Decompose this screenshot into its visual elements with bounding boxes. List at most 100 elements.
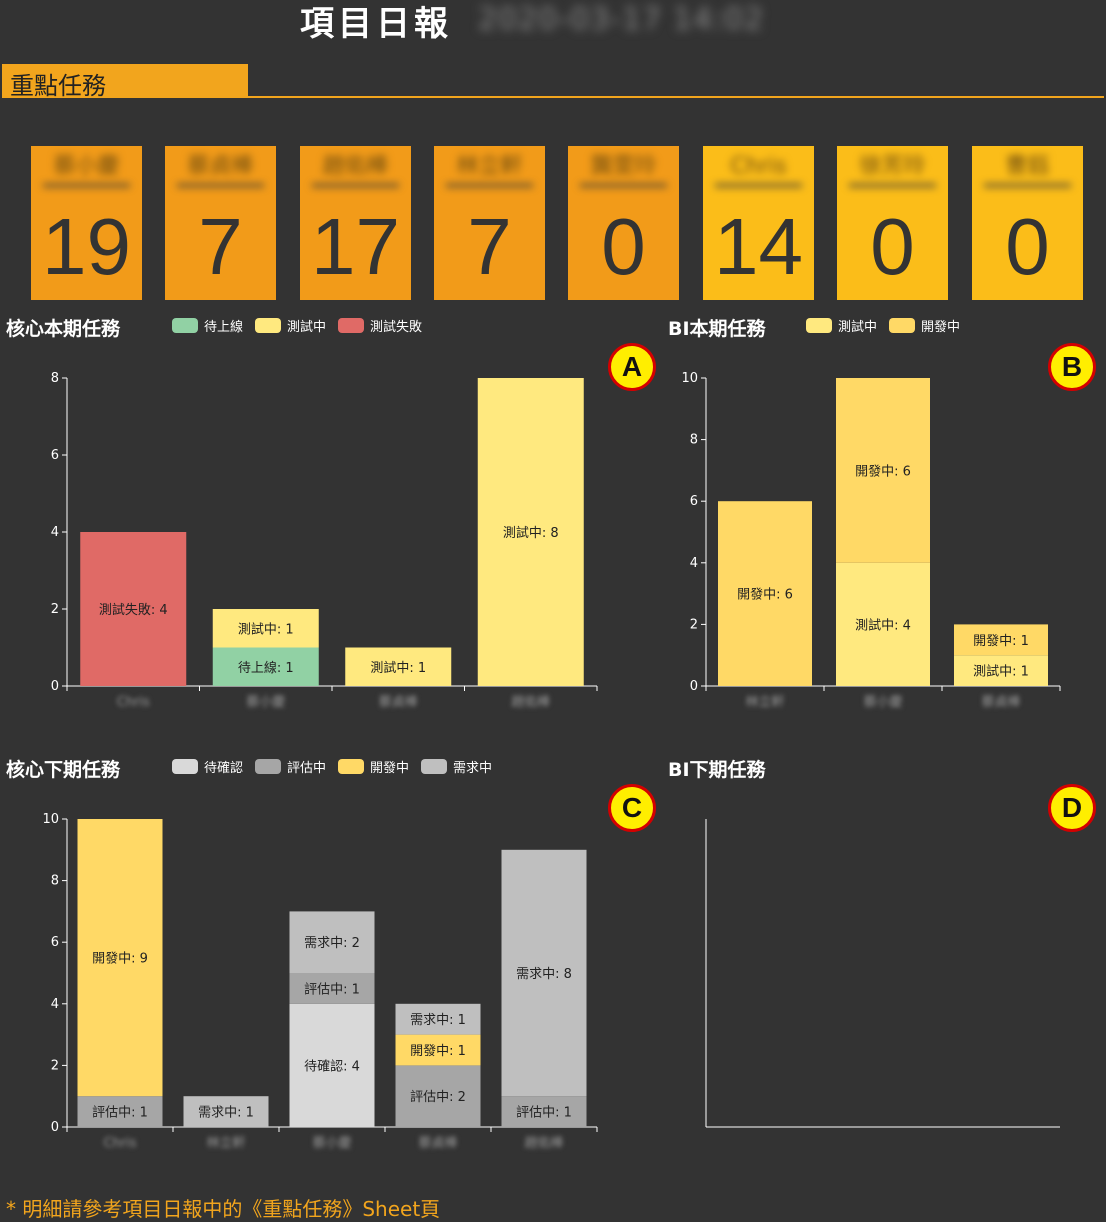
legend-item[interactable]: 需求中 [421, 757, 492, 776]
legend-swatch [255, 759, 282, 774]
data-label: 需求中: 8 [516, 967, 572, 982]
legend-swatch [338, 318, 365, 333]
x-category-label: Chris [117, 695, 150, 710]
badge-c: C [608, 784, 656, 832]
legend-label: 需求中 [453, 761, 493, 776]
y-tick-label: 8 [690, 433, 698, 448]
card-name: 趙佑棒 [312, 150, 399, 187]
summary-card: 林立軒 7 [434, 146, 545, 300]
x-category-label: Chris [103, 1136, 136, 1151]
legend-item[interactable]: 測試中 [255, 316, 326, 335]
y-tick-label: 2 [51, 602, 59, 617]
bar-segment [77, 1096, 163, 1127]
card-count: 7 [198, 202, 243, 291]
bar-segment [289, 973, 375, 1004]
data-label: 測試失敗: 4 [99, 602, 168, 618]
y-tick-label: 4 [51, 525, 59, 540]
card-name: 龔雯玲 [580, 150, 667, 187]
legend-swatch [255, 318, 282, 333]
bar-segment [395, 1003, 481, 1035]
legend-swatch [172, 759, 198, 774]
data-label: 測試中: 1 [370, 660, 426, 676]
card-name: Chris [715, 150, 802, 187]
x-category-label: 林立軒 [745, 695, 784, 710]
card-count: 14 [714, 202, 803, 291]
y-tick-label: 6 [51, 935, 59, 950]
bar-segment [77, 819, 163, 1097]
data-label: 測試中: 1 [973, 664, 1029, 680]
bar-segment [80, 532, 187, 686]
y-tick-label: 0 [51, 679, 59, 694]
legend-item[interactable]: 評估中 [255, 757, 326, 776]
summary-card: 曹鈺 0 [972, 146, 1083, 300]
badge-b: B [1048, 343, 1096, 391]
summary-card: Chris 14 [703, 146, 814, 300]
y-tick-label: 6 [690, 494, 698, 509]
bar-segment [395, 1034, 481, 1066]
legend-item[interactable]: 待上線 [172, 316, 243, 335]
chart-d-bi-next [705, 819, 1060, 1128]
card-count: 7 [467, 202, 512, 291]
data-label: 開發中: 1 [973, 634, 1029, 649]
summary-card: 徐芳玲 0 [837, 146, 948, 300]
bar-segment [212, 609, 319, 648]
bar-segment [345, 647, 452, 686]
section-title: 重點任務 [10, 72, 106, 100]
x-category-label: 蔡小慶 [863, 695, 902, 710]
summary-card: 趙佑棒 17 [300, 146, 411, 300]
report-header: 項目日報 2020-03-17 14:02 [0, 0, 1106, 44]
section-divider [2, 96, 1104, 98]
x-category-label: 林立軒 [206, 1136, 245, 1151]
y-tick-label: 2 [690, 617, 698, 632]
legend-label: 測試中 [838, 320, 878, 335]
bar-segment [501, 1096, 587, 1127]
y-tick-label: 10 [42, 812, 59, 827]
chart-c-legend: 待確認 評估中 開發中 需求中 [172, 757, 504, 776]
data-label: 測試中: 1 [238, 621, 294, 637]
legend-item[interactable]: 開發中 [889, 316, 960, 335]
data-label: 測試中: 8 [503, 525, 559, 541]
x-category-label: 蔡貞棒 [418, 1136, 457, 1151]
card-name: 蔡貞棒 [177, 150, 264, 187]
legend-item[interactable]: 測試失敗 [338, 316, 422, 335]
data-label: 開發中: 6 [737, 588, 793, 603]
chart-b-bi-current: 0 2 4 6 8 10 林立軒 開發中: 6 蔡小慶 測試中: 4 開發中: 6 蔡貞棒 測試中: 1… [681, 371, 1061, 710]
bar-segment [954, 655, 1048, 686]
bar-segment [836, 562, 930, 686]
summary-card: 蔡貞棒 7 [165, 146, 276, 300]
legend-item[interactable]: 待確認 [172, 757, 243, 776]
y-tick-label: 8 [51, 371, 59, 386]
section-header [2, 64, 248, 98]
report-timestamp: 2020-03-17 14:02 [478, 2, 765, 37]
chart-c-core-next: 0 2 4 6 8 10 Chris 評估中: 1 開發中: 9 林立軒 需求中: 1 蔡小慶 待確認:… [42, 812, 598, 1151]
chart-b-title: BI本期任務 [668, 318, 766, 340]
data-label: 開發中: 1 [410, 1044, 466, 1059]
y-tick-label: 8 [51, 874, 59, 889]
legend-swatch [172, 318, 198, 333]
legend-swatch [338, 759, 365, 774]
legend-item[interactable]: 測試中 [806, 316, 877, 335]
data-label: 需求中: 1 [198, 1106, 254, 1121]
y-tick-label: 6 [51, 448, 59, 463]
y-tick-label: 10 [681, 371, 698, 386]
y-tick-label: 0 [51, 1120, 59, 1135]
chart-c-title: 核心下期任務 [6, 759, 121, 781]
legend-item[interactable]: 開發中 [338, 757, 409, 776]
legend-swatch [421, 759, 448, 774]
card-count: 0 [601, 202, 646, 291]
legend-label: 評估中 [287, 761, 327, 776]
legend-label: 測試失敗 [370, 320, 423, 335]
chart-b-legend: 測試中 開發中 [806, 316, 972, 335]
data-label: 評估中: 1 [92, 1106, 148, 1121]
summary-card: 龔雯玲 0 [568, 146, 679, 300]
bar-segment [836, 378, 930, 563]
chart-a-legend: 待上線 測試中 測試失敗 [172, 316, 434, 335]
legend-swatch [806, 318, 832, 333]
card-count: 17 [311, 202, 400, 291]
summary-card: 蔡小慶 19 [31, 146, 142, 300]
chart-d-title: BI下期任務 [668, 759, 766, 781]
data-label: 評估中: 1 [516, 1106, 572, 1121]
x-category-label: 趙佑棒 [511, 694, 550, 710]
data-label: 開發中: 6 [855, 464, 911, 479]
data-label: 需求中: 2 [304, 936, 360, 951]
